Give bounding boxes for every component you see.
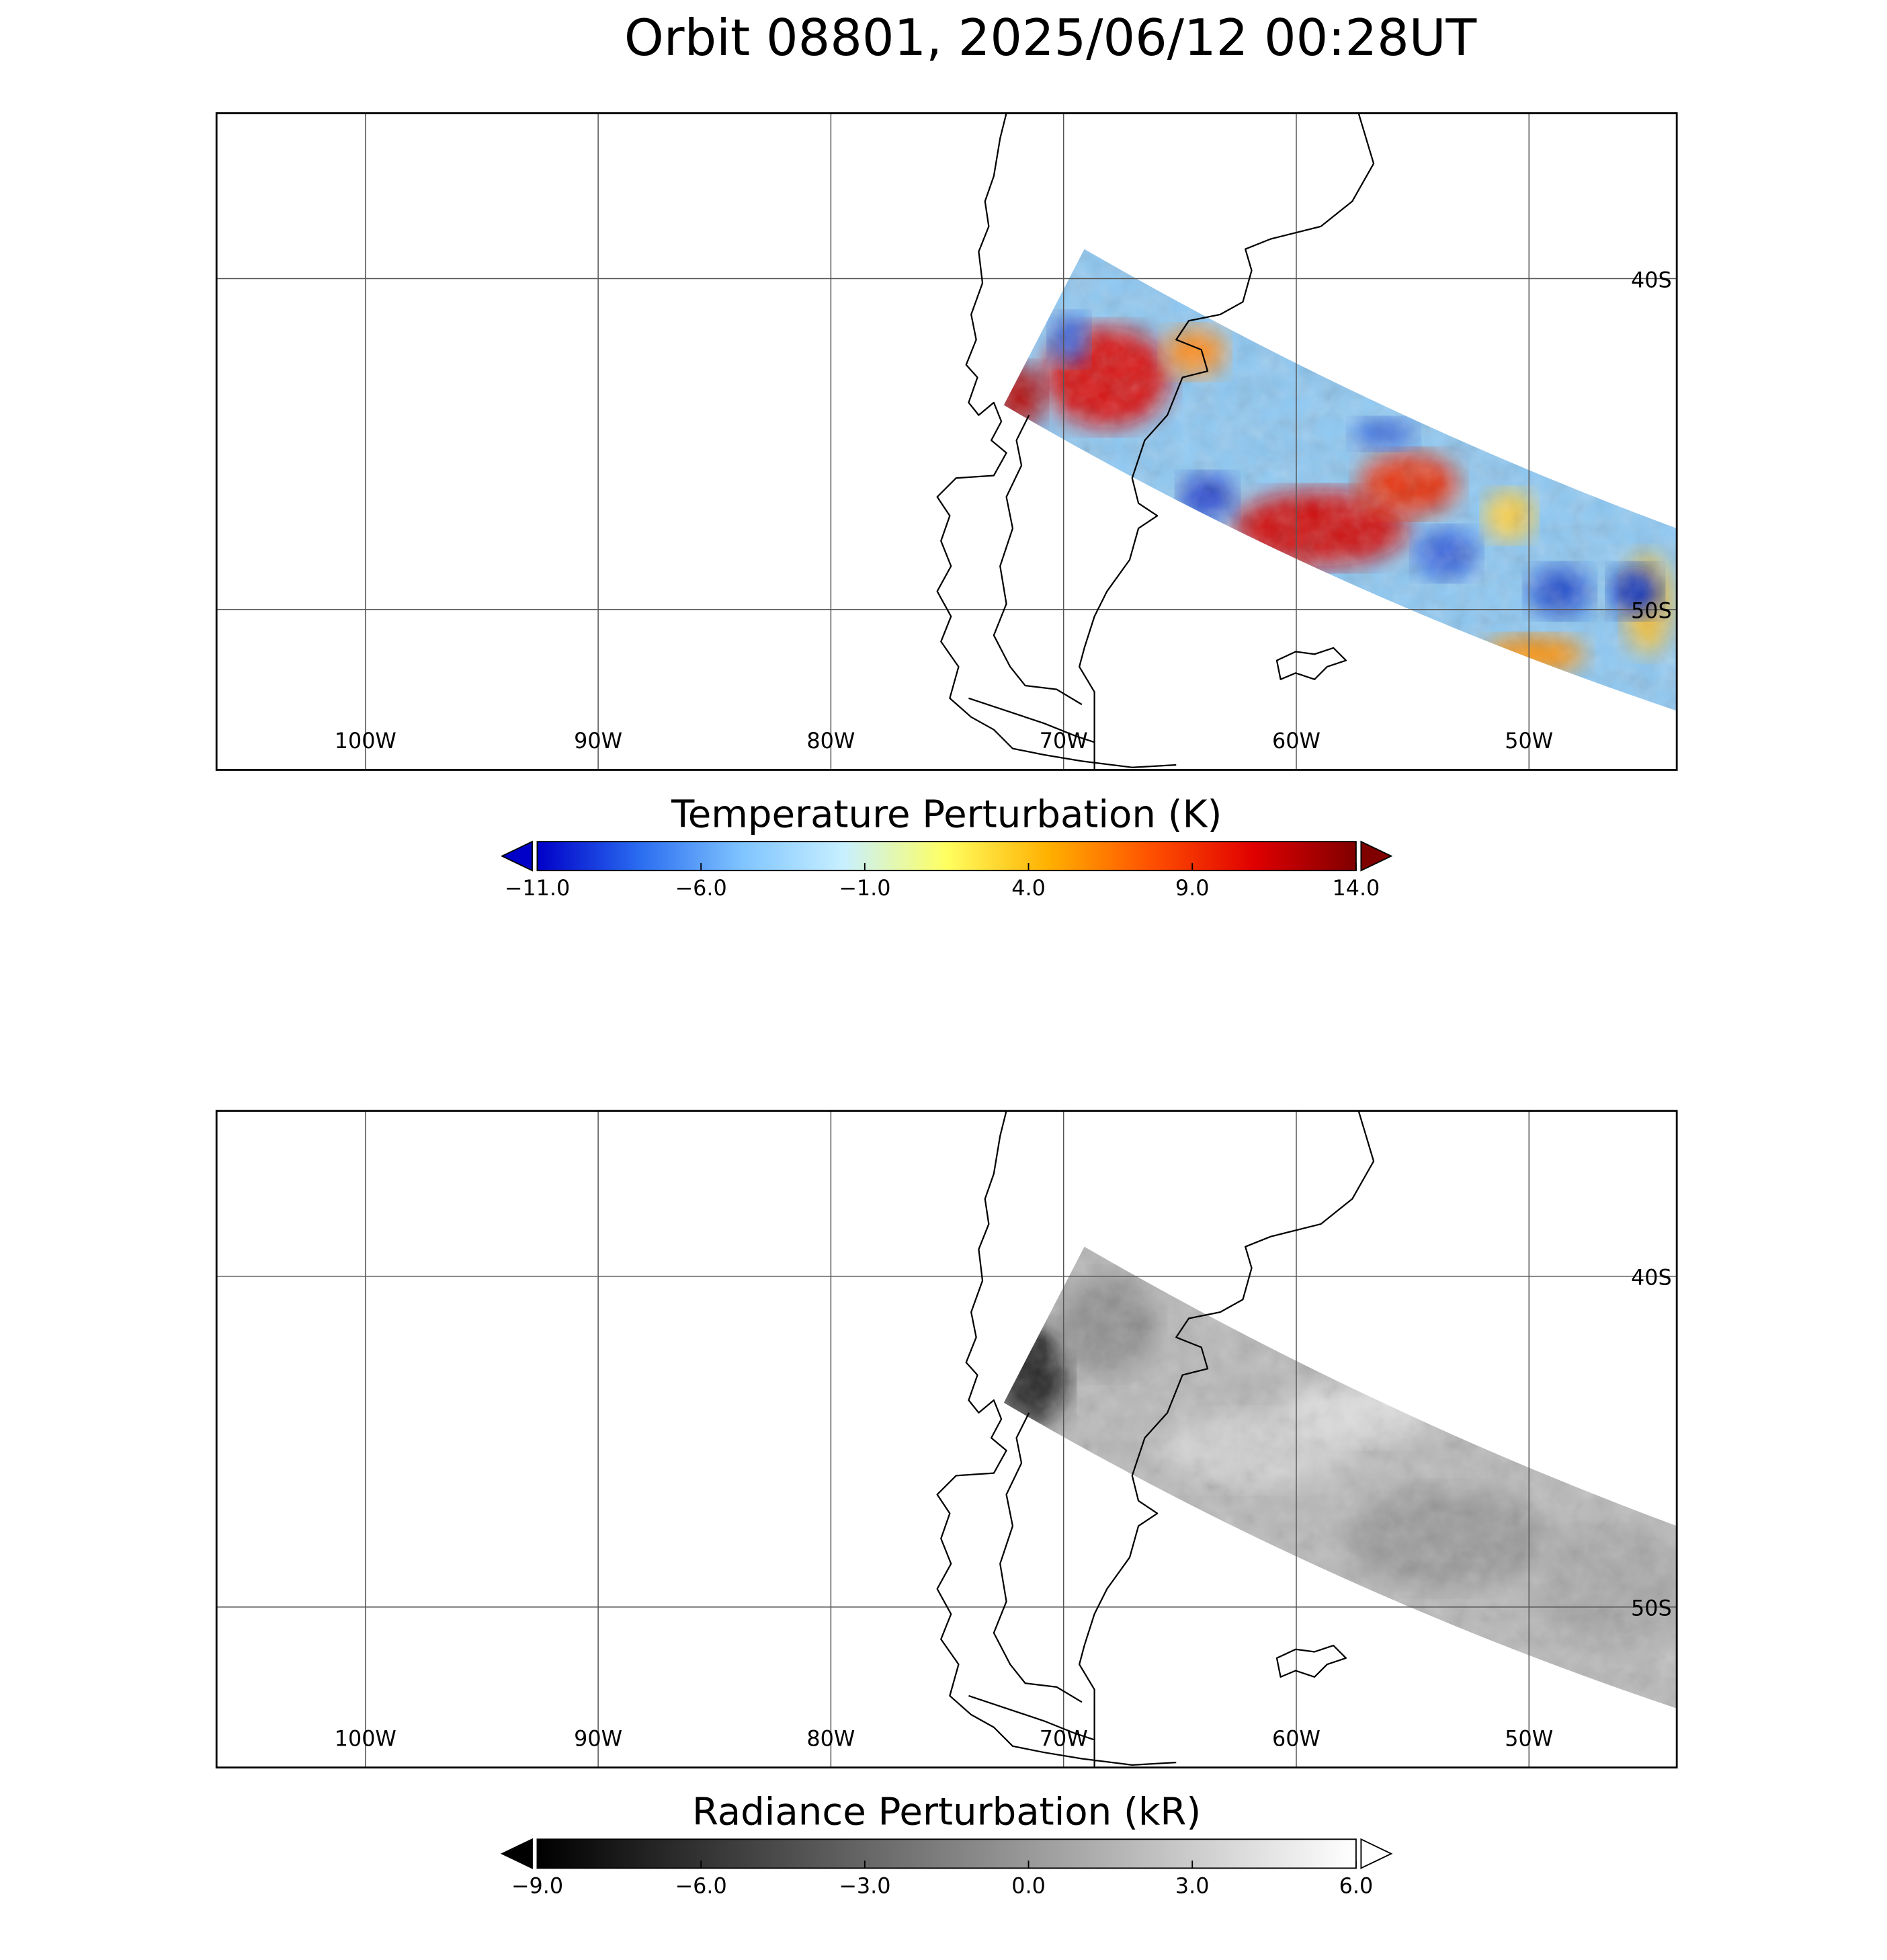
colorbar-tick-label: 0.0 <box>1011 1873 1046 1898</box>
lat-tick-label: 40S <box>1631 1264 1672 1290</box>
lon-tick-label: 100W <box>335 1725 396 1751</box>
colorbar-tick-label: −1.0 <box>839 875 890 901</box>
swath <box>1003 1246 1677 1709</box>
lon-tick-label: 100W <box>335 728 396 753</box>
colorbar-tick-label: 4.0 <box>1011 875 1046 901</box>
swath-image <box>1003 249 1677 711</box>
lat-tick-label: 50S <box>1631 598 1672 623</box>
lon-tick-label: 60W <box>1272 1725 1320 1751</box>
colorbar-tick-label: −6.0 <box>675 1873 727 1898</box>
colorbar-tick-label: 9.0 <box>1175 875 1210 901</box>
colorbar-tick-label: 3.0 <box>1175 1873 1210 1898</box>
colorbar-tick-label: −6.0 <box>675 875 727 901</box>
lon-tick-label: 90W <box>574 728 622 753</box>
colorbar-tick-label: −9.0 <box>511 1873 563 1898</box>
swath <box>1003 249 1677 711</box>
lon-tick-label: 70W <box>1040 728 1088 753</box>
swath-image <box>1003 1246 1677 1709</box>
lon-tick-label: 50W <box>1505 728 1553 753</box>
colorbar-tick-label: 6.0 <box>1339 1873 1374 1898</box>
lon-tick-label: 80W <box>806 1725 855 1751</box>
colorbar-tick-label: 14.0 <box>1332 875 1380 901</box>
map-panel: 100W 90W 80W 70W 60W 50W 40S 50S Temperature Per… <box>215 112 1678 901</box>
lat-tick-label: 50S <box>1631 1596 1672 1621</box>
lon-tick-label: 90W <box>574 1725 622 1751</box>
colorbar-extend-high <box>1360 1838 1393 1869</box>
lon-tick-label: 70W <box>1040 1725 1088 1751</box>
lat-tick-label: 40S <box>1631 267 1672 292</box>
colorbar-extend-low <box>500 1838 533 1869</box>
map-frame <box>215 1110 1678 1769</box>
map-panel: 100W 90W 80W 70W 60W 50W 40S 50S Radiance Pertur… <box>215 1110 1678 1898</box>
colorbar <box>536 1838 1357 1869</box>
colorbar <box>536 841 1357 872</box>
lon-tick-label: 80W <box>806 728 855 753</box>
colorbar-label: Temperature Perturbation (K) <box>671 792 1222 836</box>
colorbar-extend-low <box>500 840 533 872</box>
map-frame <box>215 112 1678 771</box>
colorbar-extend-high <box>1360 840 1393 872</box>
swath-blob <box>1208 559 1308 598</box>
colorbar-tick-label: −3.0 <box>839 1873 890 1898</box>
title: Orbit 08801, 2025/06/12 00:28UT <box>624 9 1477 67</box>
swath-texture <box>1003 249 1677 711</box>
lon-tick-label: 60W <box>1272 728 1320 753</box>
colorbar-label: Radiance Perturbation (kR) <box>692 1791 1201 1834</box>
colorbar-tick-label: −11.0 <box>505 875 570 901</box>
swath-texture <box>1003 1246 1677 1709</box>
lon-tick-label: 50W <box>1505 1725 1553 1751</box>
